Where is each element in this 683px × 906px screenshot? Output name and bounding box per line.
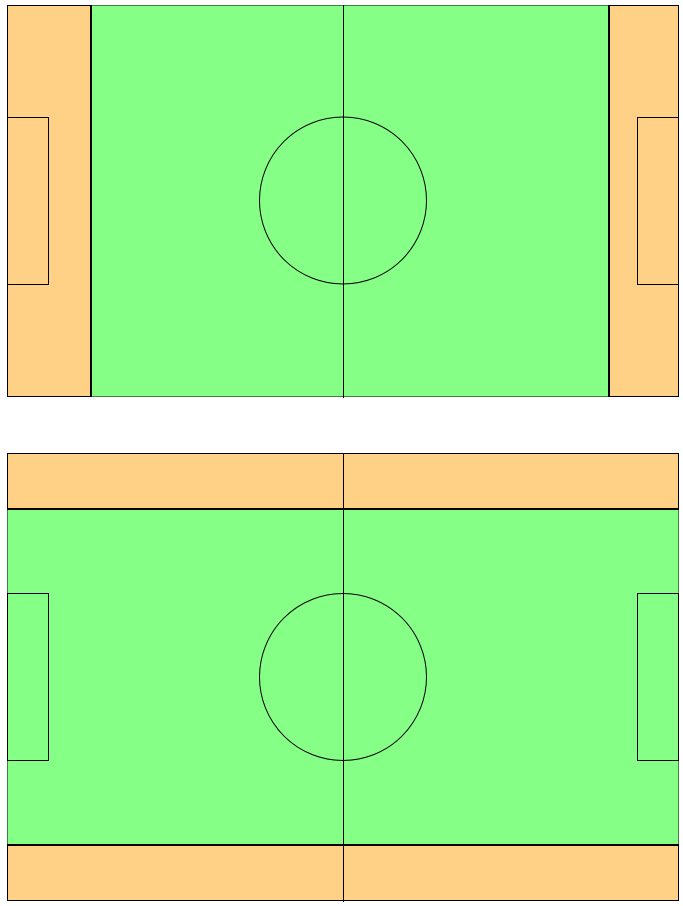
playing-field (91, 6, 609, 397)
left-goal-area (8, 594, 49, 761)
pitch-diagram-1 (8, 6, 679, 399)
pitch-diagram-2 (8, 454, 679, 903)
right-goal-area (638, 594, 679, 761)
right-goal-area (638, 118, 679, 285)
left-goal-area (8, 118, 49, 285)
